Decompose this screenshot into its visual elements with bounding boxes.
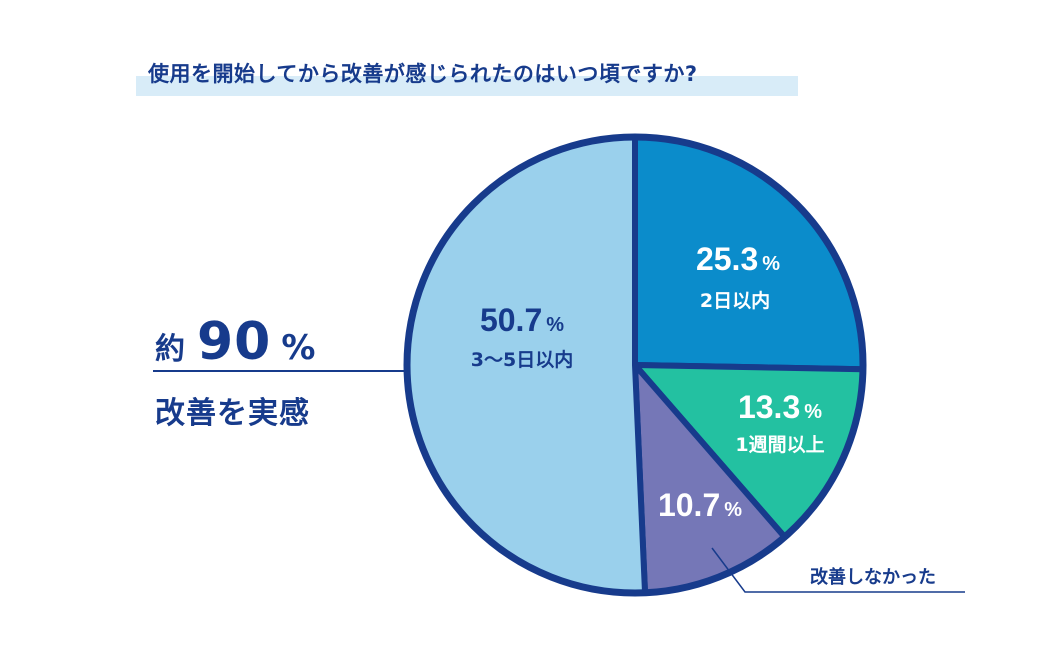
no-improvement-label: 改善しなかった xyxy=(810,567,936,588)
annotation-leader-line xyxy=(711,547,965,593)
slice-value-label-2: 10.7% xyxy=(658,487,742,523)
slice-category-label-0: 2日以内 xyxy=(700,289,770,312)
pie-outer-border xyxy=(403,133,867,597)
slice-category-label-1: 1週間以上 xyxy=(735,434,824,456)
summary-callout: 約 90 % xyxy=(155,312,315,372)
slice-category-label-3: 3〜5日以内 xyxy=(471,348,573,371)
callout-prefix: 約 xyxy=(155,332,185,367)
chart-title: 使用を開始してから改善が感じられたのはいつ頃ですか? xyxy=(148,62,698,86)
callout-underline xyxy=(153,370,405,372)
callout-value: 90 xyxy=(197,312,272,372)
slice-value-label-0: 25.3% xyxy=(696,241,780,277)
title-highlight-band xyxy=(136,76,798,96)
callout-caption: 改善を実感 xyxy=(155,396,310,431)
callout-unit: % xyxy=(281,328,316,368)
slice-value-label-3: 50.7% xyxy=(480,302,564,338)
slice-value-label-1: 13.3% xyxy=(738,389,822,425)
